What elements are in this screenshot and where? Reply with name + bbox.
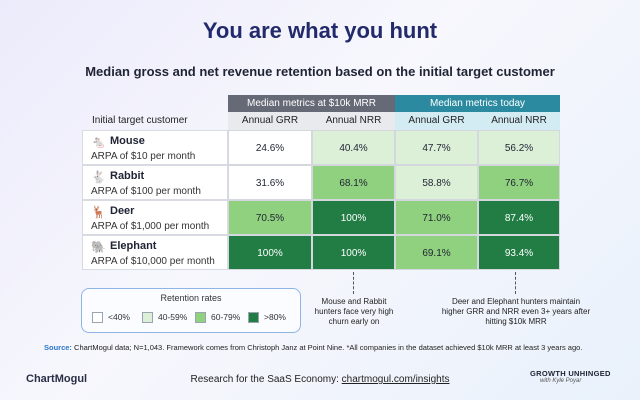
legend-swatch-40-59: [142, 312, 153, 323]
table-cell: 47.7%: [395, 130, 478, 165]
table-row: 🐇 Rabbit ARPA of $100 per month 31.6% 68.1% 5…: [82, 165, 560, 200]
table-row: 🐘 Elephant ARPA of $10,000 per month 100% 10…: [82, 235, 560, 270]
arpa-label: ARPA of $10 per month: [91, 151, 196, 162]
chartmogul-logo: ChartMogul: [26, 373, 88, 385]
column-header-grr-today: Annual GRR: [395, 112, 478, 130]
table-cell: 70.5%: [228, 200, 312, 235]
table-cell: 71.0%: [395, 200, 478, 235]
growth-unhinged-sub: with Kyle Poyar: [540, 378, 582, 384]
legend-title: Retention rates: [160, 293, 222, 303]
source-text: ChartMogul data; N=1,043. Framework come…: [74, 343, 583, 352]
column-header-nrr-10k: Annual NRR: [312, 112, 395, 130]
legend-swatch-60-79: [195, 312, 206, 323]
table-cell: 56.2%: [478, 130, 560, 165]
footer-insights-link[interactable]: chartmogul.com/insights: [341, 374, 450, 385]
row-header-label: Initial target customer: [92, 115, 188, 126]
rabbit-icon: 🐇: [91, 170, 106, 184]
arpa-label: ARPA of $1,000 per month: [91, 221, 210, 232]
source-note: Source: ChartMogul data; N=1,043. Framew…: [44, 343, 604, 352]
table-row: 🦌 Deer ARPA of $1,000 per month 70.5% 100% 71…: [82, 200, 560, 235]
row-label-rabbit: 🐇 Rabbit ARPA of $100 per month: [82, 165, 228, 200]
footer-tagline-text: Research for the SaaS Economy:: [190, 374, 342, 385]
mouse-icon: 🐁: [91, 135, 106, 149]
column-header-nrr-today: Annual NRR: [478, 112, 560, 130]
table-cell: 31.6%: [228, 165, 312, 200]
table-cell: 68.1%: [312, 165, 395, 200]
animal-name: Elephant: [110, 240, 157, 252]
page-subtitle: Median gross and net revenue retention b…: [85, 64, 555, 79]
legend-label-40-59: 40-59%: [158, 312, 188, 322]
elephant-icon: 🐘: [91, 240, 106, 254]
row-label-mouse: 🐁 Mouse ARPA of $10 per month: [82, 130, 228, 165]
animal-name: Rabbit: [110, 170, 145, 182]
legend-label-lt40: <40%: [108, 312, 130, 322]
table-cell: 100%: [228, 235, 312, 270]
animal-name: Deer: [110, 205, 135, 217]
table-cell: 40.4%: [312, 130, 395, 165]
legend-label-60-79: 60-79%: [211, 312, 241, 322]
column-header-grr-10k: Annual GRR: [228, 112, 312, 130]
table-cell: 76.7%: [478, 165, 560, 200]
legend: Retention rates <40% 40-59% 60-79% >80%: [81, 288, 301, 333]
source-label: Source:: [44, 343, 72, 352]
animal-name: Mouse: [110, 135, 145, 147]
note-left-connector: [353, 272, 354, 294]
group-header-10k: Median metrics at $10k MRR: [228, 95, 395, 112]
table-cell: 100%: [312, 235, 395, 270]
table-cell: 24.6%: [228, 130, 312, 165]
page-title: You are what you hunt: [202, 18, 438, 43]
growth-unhinged-title: GROWTH UNHINGED: [530, 369, 611, 378]
table-cell: 100%: [312, 200, 395, 235]
legend-swatch-lt40: [92, 312, 103, 323]
table-cell: 93.4%: [478, 235, 560, 270]
note-right-connector: [515, 272, 516, 294]
note-right: Deer and Elephant hunters maintain highe…: [441, 297, 591, 326]
table-cell: 87.4%: [478, 200, 560, 235]
table-cell: 58.8%: [395, 165, 478, 200]
footer-tagline: Research for the SaaS Economy: chartmogu…: [0, 374, 640, 385]
growth-unhinged-logo: GROWTH UNHINGED with Kyle Poyar: [530, 369, 620, 384]
arpa-label: ARPA of $10,000 per month: [91, 256, 215, 267]
row-label-deer: 🦌 Deer ARPA of $1,000 per month: [82, 200, 228, 235]
note-left: Mouse and Rabbit hunters face very high …: [314, 297, 394, 326]
legend-label-gt80: >80%: [264, 312, 286, 322]
group-header-today: Median metrics today: [395, 95, 560, 112]
deer-icon: 🦌: [91, 205, 106, 219]
legend-swatch-gt80: [248, 312, 259, 323]
arpa-label: ARPA of $100 per month: [91, 186, 201, 197]
table-row: 🐁 Mouse ARPA of $10 per month 24.6% 40.4% 47.…: [82, 130, 560, 165]
table-cell: 69.1%: [395, 235, 478, 270]
row-label-elephant: 🐘 Elephant ARPA of $10,000 per month: [82, 235, 228, 270]
